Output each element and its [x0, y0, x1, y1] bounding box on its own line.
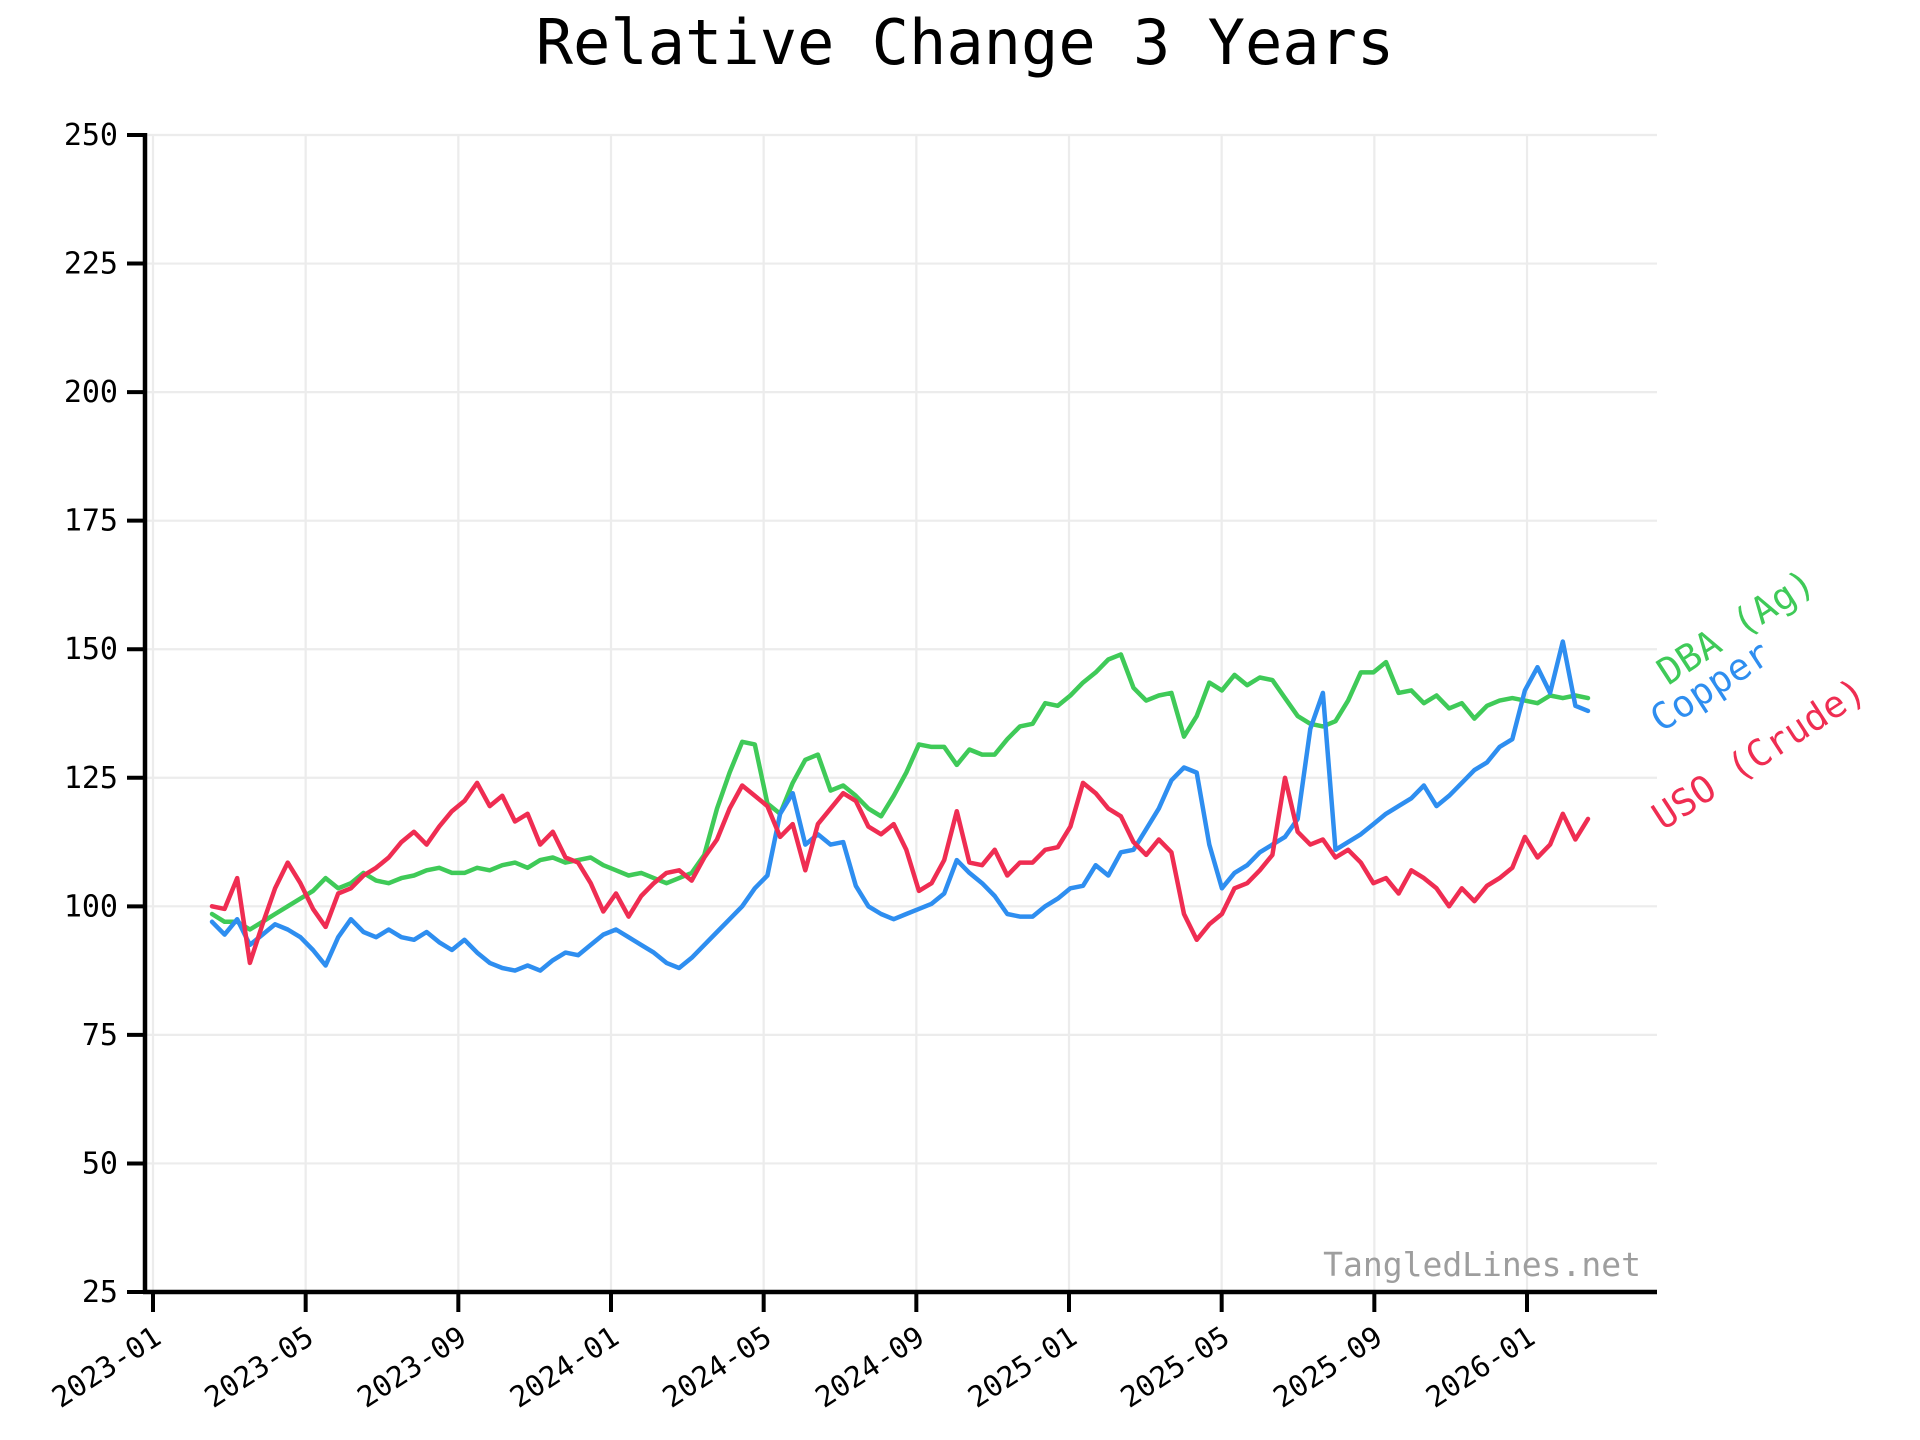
y-tick-label: 200	[64, 375, 118, 410]
series-lines	[209, 639, 1591, 973]
x-tick-label: 2025-05	[1114, 1319, 1235, 1414]
x-tick-label: 2025-01	[962, 1319, 1083, 1414]
y-tick-label: 100	[64, 889, 118, 924]
y-tick-label: 125	[64, 761, 118, 796]
x-tick-label: 2024-09	[809, 1319, 930, 1414]
y-tick-label: 225	[64, 247, 118, 282]
y-tick-label: 75	[82, 1018, 118, 1053]
x-tick-label: 2025-09	[1267, 1319, 1388, 1414]
x-tick-label: 2023-01	[46, 1319, 167, 1414]
x-tick-label: 2023-05	[198, 1319, 319, 1414]
x-tick-label: 2024-01	[504, 1319, 625, 1414]
gridlines	[145, 133, 1657, 1294]
y-tick-label: 50	[82, 1146, 118, 1181]
series-line-dba-ag	[209, 652, 1591, 932]
series-line-uso-crude	[209, 775, 1591, 966]
x-tick-label: 2023-09	[351, 1319, 472, 1414]
series-line-copper	[209, 639, 1591, 973]
y-tick-label: 25	[82, 1275, 118, 1310]
watermark-text: TangledLines.net	[1323, 1245, 1641, 1284]
x-tick-label: 2026-01	[1420, 1319, 1541, 1414]
chart-title: Relative Change 3 Years	[536, 6, 1395, 79]
x-tick-label: 2024-05	[656, 1319, 777, 1414]
tick-labels: 25 50 75 100 125 150 175 200 225 250 2023-01 2023-0…	[46, 118, 1541, 1414]
y-tick-label: 250	[64, 118, 118, 153]
axes	[127, 133, 1657, 1312]
y-tick-label: 150	[64, 632, 118, 667]
y-tick-label: 175	[64, 504, 118, 539]
